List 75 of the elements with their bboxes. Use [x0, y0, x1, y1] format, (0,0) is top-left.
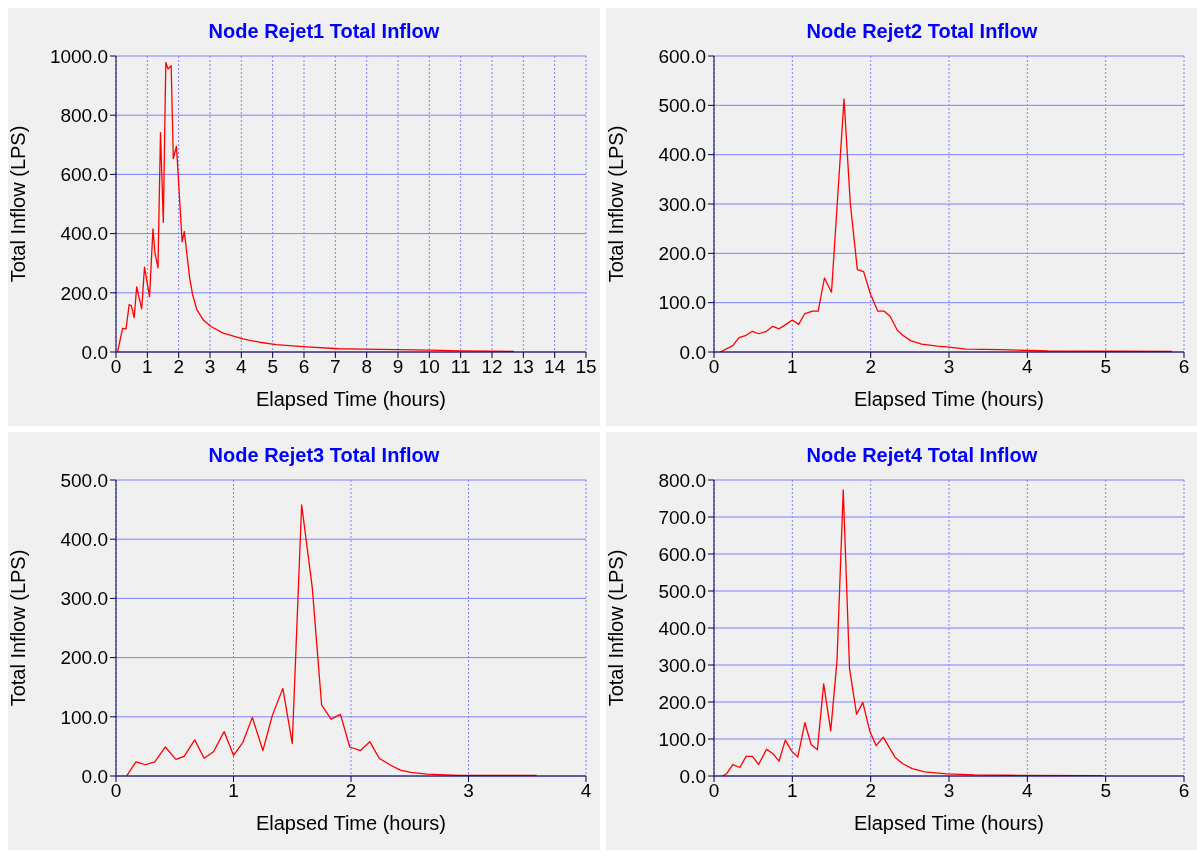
x-tick-label: 1: [787, 356, 798, 378]
y-tick-label: 0.0: [81, 765, 108, 787]
y-axis-title: Total Inflow (LPS): [7, 125, 30, 283]
y-tick-label: 300.0: [60, 588, 108, 610]
x-tick-label: 0: [708, 356, 720, 378]
x-tick-label: 15: [575, 356, 597, 378]
x-axis-title: Elapsed Time (hours): [853, 812, 1045, 834]
chart-title: Node Rejet3 Total Inflow: [207, 443, 441, 468]
chart-title: Node Rejet1 Total Inflow: [207, 19, 441, 44]
x-tick-label: 10: [418, 356, 440, 378]
y-tick-label: 500.0: [658, 580, 706, 602]
x-tick-label: 5: [1100, 356, 1111, 378]
y-tick-label: 0.0: [679, 765, 706, 787]
y-tick-label: 700.0: [658, 506, 706, 528]
y-tick-label: 200.0: [60, 647, 108, 669]
x-tick-label: 5: [267, 356, 278, 378]
chart-title: Node Rejet2 Total Inflow: [805, 19, 1039, 44]
x-tick-label: 4: [580, 780, 592, 802]
y-tick-label: 600.0: [658, 543, 706, 565]
x-tick-label: 0: [110, 780, 122, 802]
y-tick-label: 800.0: [658, 469, 706, 491]
y-tick-label: 300.0: [658, 193, 706, 215]
x-tick-label: 6: [1178, 780, 1190, 802]
x-tick-label: 9: [392, 356, 404, 378]
x-axis-title: Elapsed Time (hours): [853, 388, 1045, 410]
y-tick-label: 100.0: [658, 292, 706, 314]
x-tick-label: 8: [361, 356, 372, 378]
x-tick-label: 4: [236, 356, 248, 378]
y-tick-label: 600.0: [658, 45, 706, 67]
y-axis-title: Total Inflow (LPS): [605, 549, 628, 707]
y-tick-label: 600.0: [60, 164, 108, 186]
y-tick-label: 500.0: [658, 95, 706, 117]
x-tick-label: 3: [204, 356, 216, 378]
x-tick-label: 1: [787, 780, 798, 802]
y-tick-label: 300.0: [658, 654, 706, 676]
y-tick-label: 0.0: [679, 341, 706, 363]
y-tick-label: 200.0: [658, 691, 706, 713]
x-tick-label: 0: [110, 356, 122, 378]
x-tick-label: 1: [142, 356, 153, 378]
y-tick-label: 400.0: [658, 144, 706, 166]
x-axis-title: Elapsed Time (hours): [255, 388, 447, 410]
x-tick-label: 2: [865, 780, 876, 802]
x-tick-label: 2: [173, 356, 184, 378]
x-tick-label: 3: [943, 356, 955, 378]
y-tick-label: 400.0: [60, 528, 108, 550]
x-tick-label: 1: [228, 780, 239, 802]
x-tick-label: 2: [345, 780, 357, 802]
x-tick-label: 14: [544, 356, 566, 378]
x-tick-label: 5: [1100, 780, 1111, 802]
x-tick-label: 12: [481, 356, 503, 378]
x-tick-label: 6: [298, 356, 310, 378]
y-tick-label: 200.0: [658, 243, 706, 265]
y-tick-label: 0.0: [81, 341, 108, 363]
x-axis-title: Elapsed Time (hours): [255, 812, 447, 834]
chart-title: Node Rejet4 Total Inflow: [805, 443, 1039, 468]
y-tick-label: 200.0: [60, 282, 108, 304]
x-tick-label: 11: [450, 356, 471, 378]
x-tick-label: 6: [1178, 356, 1190, 378]
x-tick-label: 2: [865, 356, 876, 378]
y-axis-title: Total Inflow (LPS): [605, 125, 628, 283]
x-tick-label: 4: [1022, 356, 1034, 378]
x-tick-label: 3: [463, 780, 474, 802]
y-tick-label: 400.0: [60, 223, 108, 245]
x-tick-label: 3: [943, 780, 955, 802]
x-tick-label: 13: [512, 356, 534, 378]
y-tick-label: 500.0: [60, 469, 108, 491]
y-tick-label: 100.0: [658, 728, 706, 750]
x-tick-label: 0: [708, 780, 720, 802]
y-axis-title: Total Inflow (LPS): [7, 549, 30, 707]
y-tick-label: 800.0: [60, 104, 108, 126]
y-tick-label: 400.0: [658, 617, 706, 639]
x-tick-label: 4: [1022, 780, 1034, 802]
y-tick-label: 100.0: [60, 706, 108, 728]
x-tick-label: 7: [330, 356, 341, 378]
y-tick-label: 1000.0: [49, 45, 108, 67]
